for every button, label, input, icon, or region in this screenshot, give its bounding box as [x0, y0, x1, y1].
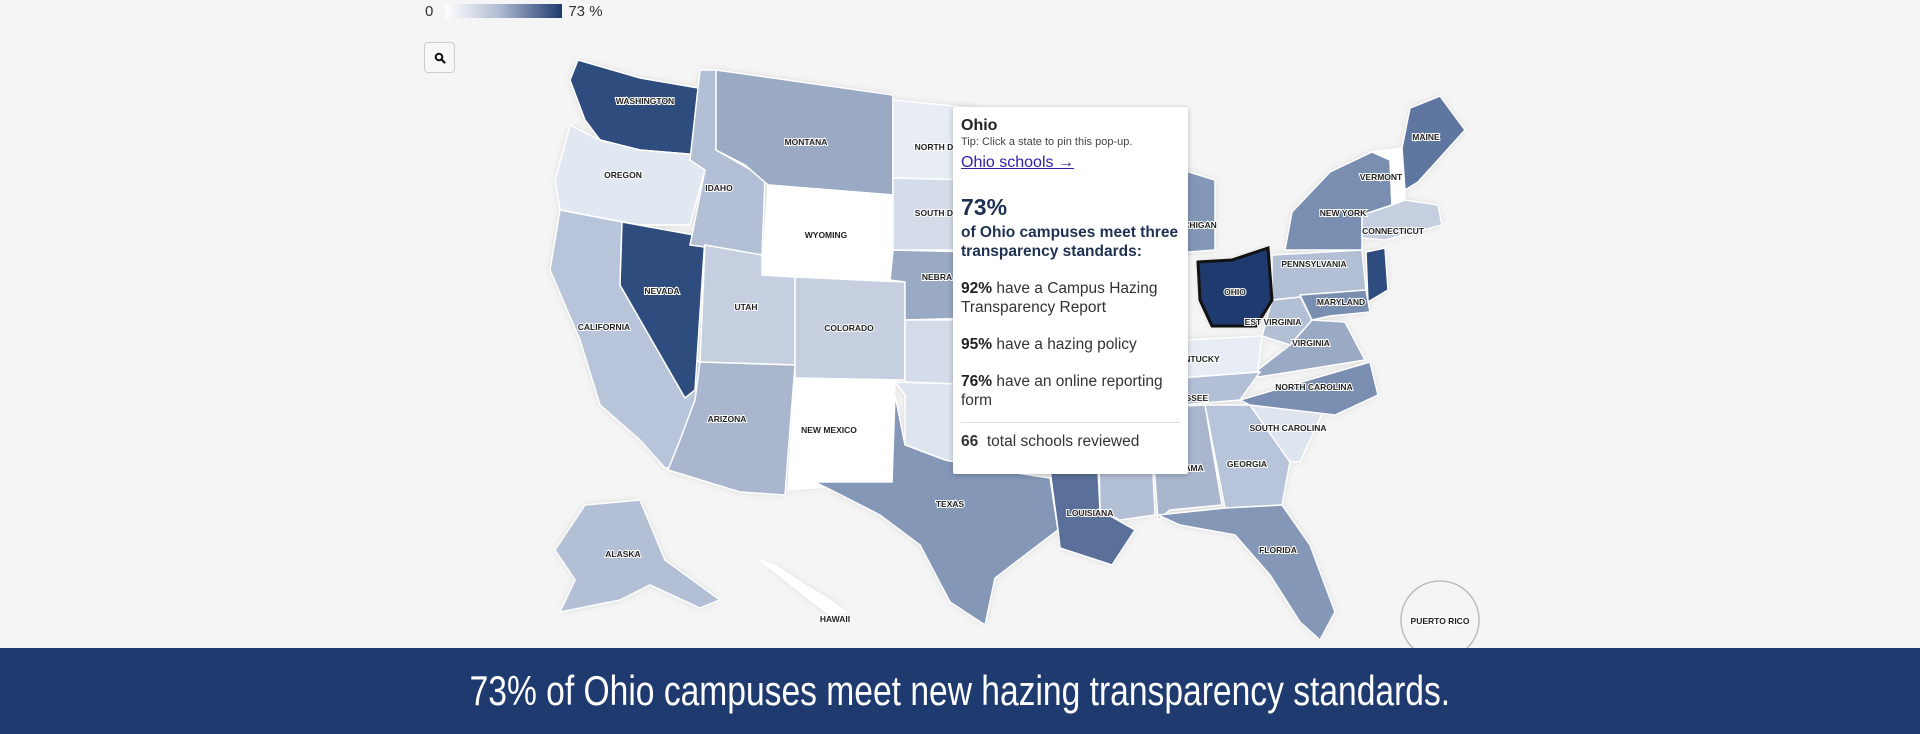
state-label: PUERTO RICO [1411, 616, 1470, 626]
state-label: GEORGIA [1227, 459, 1267, 469]
popup-headline-value: 73% [961, 194, 1008, 220]
state-md[interactable] [1298, 289, 1371, 321]
state-label: OREGON [604, 170, 642, 180]
state-label: PENNSYLVANIA [1281, 259, 1346, 269]
legend-gradient-bar [445, 4, 563, 18]
popup-stat-report: 92% have a Campus Hazing Transparency Re… [961, 279, 1180, 317]
state-popup: Ohio Tip: Click a state to pin this pop-… [953, 107, 1188, 474]
popup-state-name: Ohio [961, 117, 998, 134]
state-label: IDAHO [705, 183, 733, 193]
state-pr[interactable] [1400, 580, 1480, 648]
state-la[interactable] [1049, 469, 1137, 566]
popup-total: 66 total schools reviewed [961, 433, 1180, 451]
state-ak[interactable] [554, 499, 722, 614]
legend-max-label: 73 % [568, 2, 603, 20]
state-label: CHIGAN [1183, 220, 1217, 230]
state-label: NEVADA [644, 286, 679, 296]
state-label: HAWAII [820, 614, 850, 624]
state-nc[interactable] [1237, 361, 1379, 416]
stat-value: 76% [961, 373, 993, 390]
state-fl[interactable] [1155, 504, 1336, 642]
state-label: COLORADO [824, 323, 874, 333]
state-ma[interactable] [1361, 199, 1443, 241]
state-label: MONTANA [785, 137, 828, 147]
state-label: NEW MEXICO [801, 425, 857, 435]
state-me[interactable] [1401, 95, 1466, 192]
search-icon [434, 52, 446, 64]
total-text: total schools reviewed [986, 433, 1140, 450]
stat-text: have a Campus Hazing Transparency Report [961, 280, 1158, 316]
state-label: MARYLAND [1317, 297, 1365, 307]
state-or[interactable] [554, 123, 706, 226]
state-label: VERMONT [1360, 172, 1403, 182]
state-label: NORTH CAROLINA [1275, 382, 1352, 392]
popup-stat-policy: 95% have a hazing policy [961, 335, 1180, 354]
state-label: FLORIDA [1259, 545, 1297, 555]
popup-stat-online-form: 76% have an online reporting form [961, 372, 1180, 410]
state-label: OHIO [1224, 287, 1246, 297]
state-label: SOUTH DA [915, 208, 959, 218]
stat-text: have an online reporting form [961, 373, 1163, 409]
state-label: TEXAS [936, 499, 965, 509]
state-label: NORTH DA [915, 142, 960, 152]
banner-text: 73% of Ohio campuses meet new hazing tra… [469, 667, 1451, 714]
state-label: ALASKA [605, 549, 640, 559]
popup-divider [961, 422, 1180, 423]
state-label: AMA [1184, 463, 1203, 473]
state-label: WYOMING [805, 230, 848, 240]
stat-text: have a hazing policy [996, 336, 1137, 353]
stat-value: 95% [961, 336, 993, 353]
headline-banner: 73% of Ohio campuses meet new hazing tra… [0, 648, 1920, 734]
popup-tip: Tip: Click a state to pin this pop-up. [961, 136, 1133, 148]
state-label: UTAH [735, 302, 758, 312]
state-label: NEBRA [922, 272, 952, 282]
zoom-button[interactable] [424, 42, 455, 73]
state-label: EST VIRGINIA [1245, 317, 1302, 327]
state-label: ARIZONA [708, 414, 747, 424]
state-label: NTUCKY [1184, 354, 1220, 364]
stat-value: 92% [961, 280, 993, 297]
state-nv[interactable] [619, 221, 706, 400]
state-label: SOUTH CAROLINA [1250, 423, 1327, 433]
state-nj[interactable] [1365, 247, 1389, 304]
state-oh[interactable] [1196, 245, 1274, 328]
state-label: VIRGINIA [1292, 338, 1330, 348]
state-az[interactable] [667, 361, 796, 496]
state-label: CALIFORNIA [578, 322, 630, 332]
state-label: NEW YORK [1320, 208, 1367, 218]
total-value: 66 [961, 433, 979, 450]
state-label: WASHINGTON [616, 96, 674, 106]
state-hi[interactable] [759, 559, 847, 616]
popup-headline-text: of Ohio campuses meet three transparency… [961, 224, 1179, 260]
state-label: CONNECTICUT [1362, 226, 1425, 236]
state-label: LOUISIANA [1067, 508, 1114, 518]
state-schools-link[interactable]: Ohio schools → [961, 154, 1074, 171]
us-map: WASHINGTON OREGON CALIFORNIA NEVADA IDAHO MON… [549, 59, 1480, 648]
legend-min-label: 0 [425, 2, 434, 20]
state-label: MAINE [1412, 132, 1440, 142]
color-legend: 0 73 % [425, 2, 603, 20]
